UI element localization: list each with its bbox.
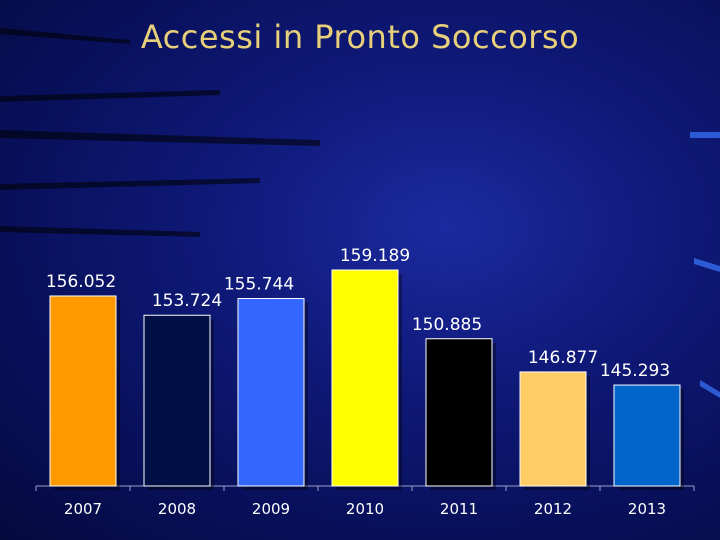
bar-2013	[613, 384, 681, 487]
chart-title: Accessi in Pronto Soccorso	[140, 18, 580, 56]
bar-2010	[331, 269, 399, 487]
data-label: 153.724	[152, 291, 222, 311]
data-label: 159.189	[340, 246, 410, 266]
bar-2007	[49, 295, 117, 487]
x-tick-label: 2013	[628, 500, 666, 518]
data-label: 155.744	[224, 275, 294, 295]
x-tick-label: 2010	[346, 500, 384, 518]
data-label: 156.052	[46, 272, 116, 292]
x-tick-label: 2007	[64, 500, 102, 518]
data-label: 146.877	[528, 348, 598, 368]
data-label: 150.885	[412, 315, 482, 335]
x-tick-label: 2012	[534, 500, 572, 518]
x-tick-label: 2009	[252, 500, 290, 518]
bar-2012	[519, 371, 587, 487]
bar-2011	[425, 338, 493, 487]
bar-2008	[143, 314, 211, 487]
x-tick-label: 2008	[158, 500, 196, 518]
bar-2009	[237, 298, 305, 487]
data-label: 145.293	[600, 361, 670, 381]
x-tick-label: 2011	[440, 500, 478, 518]
